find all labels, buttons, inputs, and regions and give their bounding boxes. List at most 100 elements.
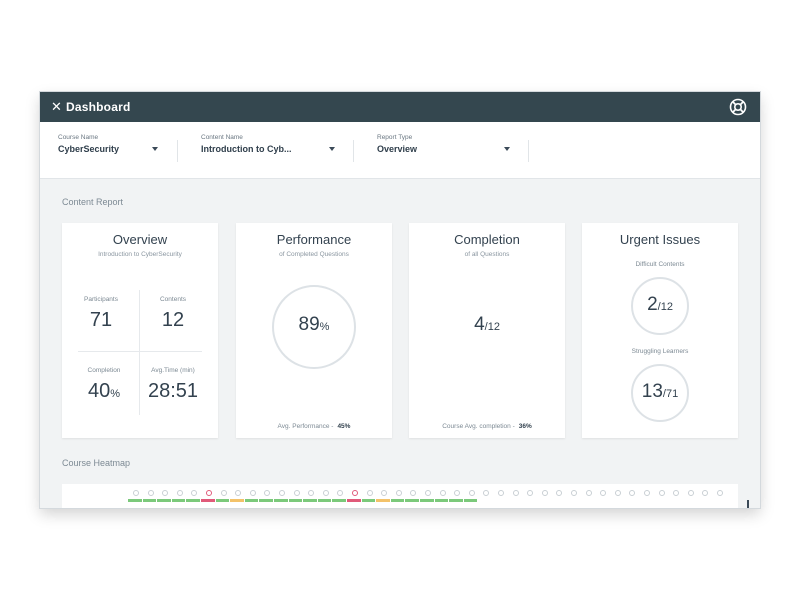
difficult-contents-value: 2/12: [647, 294, 673, 315]
lifebuoy-icon[interactable]: [729, 98, 747, 116]
heatmap-dot[interactable]: [220, 490, 227, 496]
performance-card: Performance of Completed Questions 89% A…: [236, 223, 392, 438]
heatmap-segment: [449, 499, 463, 502]
heatmap-dot[interactable]: [454, 490, 461, 496]
heatmap-dot[interactable]: [556, 490, 563, 496]
heatmap-dot[interactable]: [206, 490, 212, 496]
content-name-value: Introduction to Cyb...: [201, 144, 292, 154]
heatmap-dot[interactable]: [483, 490, 490, 496]
heatmap-segment: [259, 499, 273, 502]
course-heatmap-label: Course Heatmap: [62, 458, 131, 468]
filter-divider: [177, 140, 178, 162]
close-icon[interactable]: ✕: [51, 99, 62, 114]
heatmap-segment: [420, 499, 434, 502]
scrollbar[interactable]: [747, 500, 749, 508]
heatmap-dot[interactable]: [527, 490, 534, 496]
completion-card: Completion of all Questions 4/12 Course …: [409, 223, 565, 438]
heatmap-dot[interactable]: [629, 490, 636, 496]
heatmap-dot[interactable]: [308, 490, 315, 496]
heatmap-dot[interactable]: [395, 490, 402, 496]
heatmap-dot[interactable]: [644, 490, 650, 496]
heatmap-dot[interactable]: [702, 490, 709, 496]
heatmap-segment: [244, 499, 259, 502]
page-title: Dashboard: [66, 100, 131, 114]
heatmap-segment: [361, 499, 376, 502]
participants-value: 71: [89, 309, 113, 331]
heatmap-dot[interactable]: [279, 490, 285, 496]
completion-value: 4/12: [474, 314, 500, 335]
content-name-label: Content Name: [201, 134, 243, 141]
heatmap-dot[interactable]: [410, 490, 417, 496]
heatmap-dot[interactable]: [322, 490, 329, 496]
chevron-down-icon: [504, 147, 510, 151]
urgent-issues-card: Urgent Issues Difficult Contents 2/12 St…: [582, 223, 738, 438]
heatmap-dot[interactable]: [600, 490, 607, 496]
completion-stat: Completion 40%: [65, 367, 143, 403]
heatmap-dot[interactable]: [425, 490, 431, 496]
contents-value: 12: [161, 309, 185, 331]
content-name-dropdown[interactable]: Content Name Introduction to Cyb...: [201, 134, 335, 168]
heatmap-segment: [434, 499, 449, 502]
heatmap-segment: [463, 499, 478, 502]
heatmap-dot[interactable]: [352, 490, 358, 496]
overview-subtitle: Introduction to CyberSecurity: [98, 251, 182, 258]
heatmap-dot[interactable]: [293, 490, 300, 496]
completion-title: Completion: [454, 232, 520, 247]
heatmap-dot[interactable]: [498, 490, 504, 496]
heatmap-segment: [303, 499, 317, 502]
report-type-dropdown[interactable]: Report Type Overview: [377, 134, 510, 168]
avg-time-label: Avg.Time (min): [151, 367, 195, 374]
heatmap-dot[interactable]: [512, 490, 519, 496]
heatmap-dot[interactable]: [585, 490, 592, 496]
heatmap-dot[interactable]: [673, 490, 680, 496]
heatmap-dot[interactable]: [235, 490, 242, 496]
contents-label: Contents: [159, 296, 187, 303]
heatmap-segment: [390, 499, 405, 502]
heatmap-dot[interactable]: [337, 490, 344, 496]
filter-divider: [353, 140, 354, 162]
heatmap-dot[interactable]: [571, 490, 577, 496]
heatmap-segment: [186, 499, 200, 502]
participants-label: Participants: [84, 296, 118, 303]
heatmap-dot[interactable]: [717, 490, 723, 496]
heatmap-segment: [332, 499, 346, 502]
contents-stat: Contents 12: [134, 296, 212, 332]
heatmap-segment: [288, 499, 303, 502]
completion-label: Completion: [87, 367, 121, 374]
heatmap-dot[interactable]: [264, 490, 271, 496]
heatmap-dot[interactable]: [687, 490, 694, 496]
course-heatmap: [62, 484, 738, 508]
heatmap-dot[interactable]: [439, 490, 446, 496]
difficult-contents-label: Difficult Contents: [635, 261, 685, 268]
heatmap-dot[interactable]: [468, 490, 475, 496]
overview-title: Overview: [112, 232, 168, 247]
heatmap-dot[interactable]: [249, 490, 256, 496]
course-name-value: CyberSecurity: [58, 144, 120, 154]
heatmap-dot[interactable]: [541, 490, 548, 496]
course-avg-completion: Course Avg. completion -36%: [442, 423, 532, 430]
heatmap-dot[interactable]: [658, 490, 665, 496]
performance-ring: 89%: [272, 285, 356, 369]
urgent-title: Urgent Issues: [619, 232, 701, 247]
heatmap-dot[interactable]: [147, 490, 154, 496]
heatmap-segment: [230, 499, 244, 502]
heatmap-dot[interactable]: [133, 490, 139, 496]
completion-value: 40%: [87, 380, 121, 402]
heatmap-segment: [157, 499, 171, 502]
divider: [78, 351, 202, 352]
avg-time-stat: Avg.Time (min) 28:51: [134, 367, 212, 403]
avg-performance: Avg. Performance -45%: [277, 423, 351, 430]
avg-time-value: 28:51: [147, 380, 199, 402]
course-name-dropdown[interactable]: Course Name CyberSecurity: [58, 134, 158, 168]
heatmap-dot[interactable]: [614, 490, 621, 496]
heatmap-dot[interactable]: [191, 490, 198, 496]
filter-divider: [528, 140, 529, 162]
struggling-learners-value: 13/71: [641, 381, 679, 402]
heatmap-dot[interactable]: [176, 490, 183, 496]
course-name-label: Course Name: [58, 134, 99, 141]
difficult-contents-ring[interactable]: 2/12: [631, 277, 689, 335]
struggling-learners-ring[interactable]: 13/71: [631, 364, 689, 422]
heatmap-dot[interactable]: [162, 490, 169, 496]
heatmap-dot[interactable]: [381, 490, 388, 496]
heatmap-dot[interactable]: [366, 490, 373, 496]
